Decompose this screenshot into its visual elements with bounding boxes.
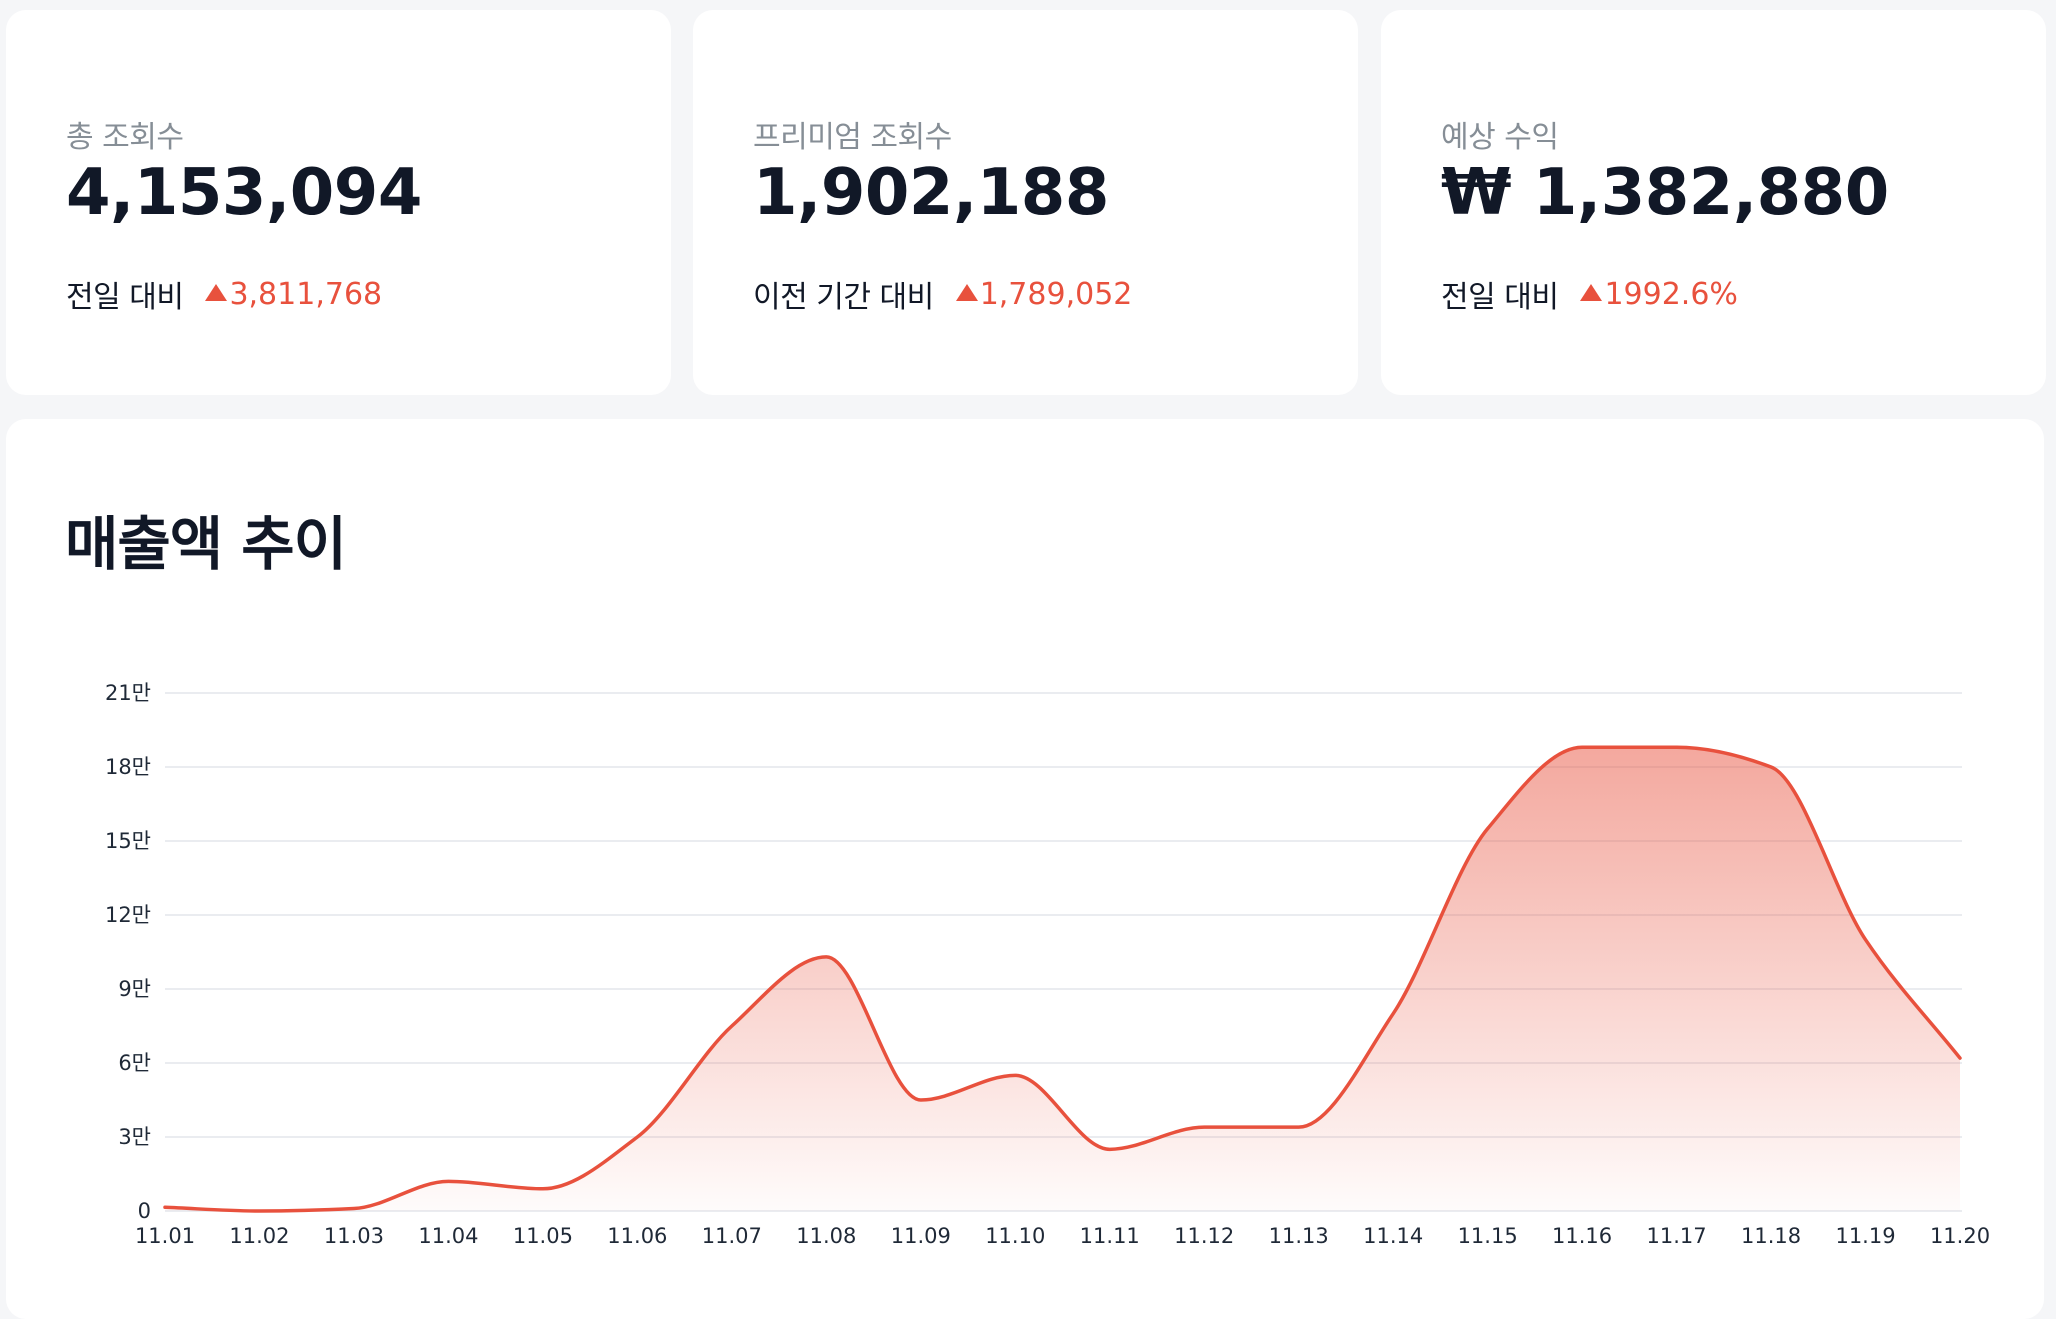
- x-tick-label: 11.03: [324, 1224, 384, 1248]
- stat-value: ₩ 1,382,880: [1441, 156, 1889, 230]
- x-tick-label: 11.16: [1552, 1224, 1612, 1248]
- x-tick-label: 11.17: [1647, 1224, 1707, 1248]
- stat-card-total-views: 총 조회수 4,153,094 전일 대비 3,811,768: [6, 10, 671, 395]
- change-value: 1,789,052: [979, 276, 1133, 312]
- x-tick-label: 11.12: [1174, 1224, 1234, 1248]
- compare-label: 전일 대비: [66, 280, 184, 315]
- change-value: 1992.6%: [1604, 276, 1738, 312]
- change-value: 3,811,768: [229, 276, 383, 312]
- sales-trend-card: 매출액 추이 0 3만 6만 9만 12만 15만 18만 21만 11.01 11.02 11.…: [6, 419, 2044, 1319]
- y-axis: 0 3만 6만 9만 12만 15만 18만 21만: [105, 681, 151, 1223]
- triangle-up-icon: [955, 283, 978, 301]
- y-tick-label: 15만: [105, 829, 151, 853]
- sales-trend-chart: 0 3만 6만 9만 12만 15만 18만 21만 11.01 11.02 11.03 11.04…: [105, 681, 1990, 1248]
- compare-label: 전일 대비: [1441, 280, 1559, 315]
- chart-title: 매출액 추이: [65, 510, 347, 578]
- x-tick-label: 11.14: [1363, 1224, 1423, 1248]
- x-tick-label: 11.01: [135, 1224, 195, 1248]
- stat-compare: 전일 대비 3,811,768: [66, 272, 382, 316]
- triangle-up-icon: [1580, 283, 1603, 301]
- x-tick-label: 11.10: [985, 1224, 1045, 1248]
- x-tick-label: 11.15: [1458, 1224, 1518, 1248]
- x-tick-label: 11.11: [1080, 1224, 1140, 1248]
- x-axis: 11.01 11.02 11.03 11.04 11.05 11.06 11.07 11.08…: [135, 1224, 1990, 1248]
- x-tick-label: 11.18: [1741, 1224, 1801, 1248]
- x-tick-label: 11.06: [607, 1224, 667, 1248]
- stat-card-premium-views: 프리미엄 조회수 1,902,188 이전 기간 대비 1,789,052: [693, 10, 1358, 395]
- stat-label: 총 조회수: [66, 120, 184, 155]
- stat-value: 1,902,188: [753, 156, 1109, 230]
- y-tick-label: 0: [138, 1199, 151, 1223]
- x-tick-label: 11.07: [702, 1224, 762, 1248]
- stat-value: 4,153,094: [66, 156, 422, 230]
- y-tick-label: 6만: [118, 1051, 151, 1075]
- x-tick-label: 11.13: [1269, 1224, 1329, 1248]
- x-tick-label: 11.02: [229, 1224, 289, 1248]
- triangle-up-icon: [205, 283, 228, 301]
- y-tick-label: 9만: [118, 977, 151, 1001]
- x-tick-label: 11.08: [796, 1224, 856, 1248]
- x-tick-label: 11.09: [891, 1224, 951, 1248]
- x-tick-label: 11.05: [513, 1224, 573, 1248]
- stat-compare: 전일 대비 1992.6%: [1441, 272, 1738, 316]
- y-tick-label: 21만: [105, 681, 151, 705]
- stat-label: 예상 수익: [1441, 120, 1559, 155]
- x-tick-label: 11.19: [1835, 1224, 1895, 1248]
- area-fill: [165, 747, 1960, 1211]
- y-tick-label: 12만: [105, 903, 151, 927]
- y-tick-label: 3만: [118, 1125, 151, 1149]
- series-line: [163, 745, 1962, 1213]
- stat-label: 프리미엄 조회수: [753, 120, 952, 155]
- compare-label: 이전 기간 대비: [753, 280, 934, 315]
- stat-compare: 이전 기간 대비 1,789,052: [753, 272, 1132, 316]
- x-tick-label: 11.04: [418, 1224, 478, 1248]
- x-tick-label: 11.20: [1930, 1224, 1990, 1248]
- y-tick-label: 18만: [105, 755, 151, 779]
- stat-card-expected-revenue: 예상 수익 ₩ 1,382,880 전일 대비 1992.6%: [1381, 10, 2046, 395]
